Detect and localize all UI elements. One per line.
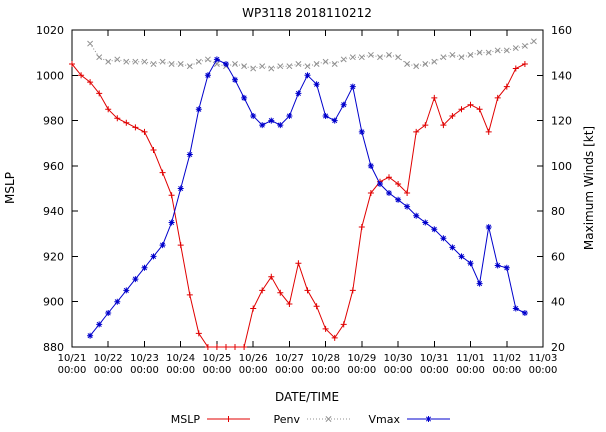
chart-title: WP3118 2018110212 — [242, 6, 372, 20]
left-tick-label: 920 — [43, 250, 64, 263]
x-tick-date-label: 10/25 — [202, 353, 231, 364]
x-tick-date-label: 10/29 — [347, 353, 376, 364]
x-tick-time-label: 00:00 — [492, 365, 521, 376]
legend-marker-sample-mslp — [225, 416, 232, 422]
x-tick-time-label: 00:00 — [58, 365, 87, 376]
right-tick-label: 120 — [551, 115, 572, 128]
left-tick-label: 880 — [43, 341, 64, 354]
vmax-line — [89, 58, 526, 337]
x-tick-time-label: 00:00 — [130, 365, 159, 376]
legend-label-vmax: Vmax — [369, 413, 401, 426]
x-tick-time-label: 00:00 — [347, 365, 376, 376]
legend-label-mslp: MSLP — [171, 413, 201, 426]
vmax-markers — [87, 56, 528, 339]
x-tick-time-label: 00:00 — [311, 365, 340, 376]
right-tick-label: 40 — [551, 296, 565, 309]
left-tick-label: 1020 — [36, 24, 64, 37]
right-tick-label: 20 — [551, 341, 565, 354]
legend-marker-sample-vmax — [425, 416, 432, 422]
right-tick-label: 160 — [551, 24, 572, 37]
x-tick-date-label: 10/27 — [275, 353, 304, 364]
x-axis-label: DATE/TIME — [275, 390, 339, 404]
x-tick-date-label: 10/28 — [311, 353, 340, 364]
x-tick-date-label: 11/03 — [529, 353, 558, 364]
left-tick-label: 1000 — [36, 69, 64, 82]
right-axis-label: Maximum Winds [kt] — [582, 126, 596, 250]
x-tick-date-label: 11/01 — [456, 353, 485, 364]
left-axis-label: MSLP — [3, 172, 17, 204]
x-tick-time-label: 00:00 — [529, 365, 558, 376]
penv-markers — [87, 38, 537, 72]
x-tick-date-label: 10/23 — [130, 353, 159, 364]
legend-label-penv: Penv — [274, 413, 301, 426]
x-tick-date-label: 10/26 — [239, 353, 268, 364]
legend: MSLP Penv Vmax — [171, 413, 450, 426]
x-tick-date-label: 10/22 — [94, 353, 123, 364]
x-tick-time-label: 00:00 — [384, 365, 413, 376]
plot-area: 880 20 900 40 920 60 940 80 960 100 980 120 1000 140 1… — [36, 24, 572, 376]
x-tick-time-label: 00:00 — [94, 365, 123, 376]
x-tick-time-label: 00:00 — [420, 365, 449, 376]
legend-marker-sample-penv — [325, 416, 332, 422]
plot-border — [71, 29, 544, 348]
x-tick-time-label: 00:00 — [166, 365, 195, 376]
x-tick-time-label: 00:00 — [456, 365, 485, 376]
x-tick-time-label: 00:00 — [239, 365, 268, 376]
x-tick-date-label: 10/21 — [58, 353, 87, 364]
x-tick-time-label: 00:00 — [275, 365, 304, 376]
left-tick-label: 900 — [43, 296, 64, 309]
right-tick-label: 100 — [551, 160, 572, 173]
x-tick-date-label: 10/24 — [166, 353, 195, 364]
left-tick-label: 980 — [43, 115, 64, 128]
right-tick-label: 140 — [551, 69, 572, 82]
left-tick-label: 940 — [43, 205, 64, 218]
right-tick-label: 80 — [551, 205, 565, 218]
x-tick-time-label: 00:00 — [202, 365, 231, 376]
mslp-line — [71, 63, 526, 348]
mslp-markers — [69, 61, 528, 350]
x-tick-date-label: 10/31 — [420, 353, 449, 364]
x-tick-date-label: 11/02 — [492, 353, 521, 364]
penv-line — [89, 40, 535, 70]
right-tick-label: 60 — [551, 250, 565, 263]
left-tick-label: 960 — [43, 160, 64, 173]
x-tick-date-label: 10/30 — [384, 353, 413, 364]
